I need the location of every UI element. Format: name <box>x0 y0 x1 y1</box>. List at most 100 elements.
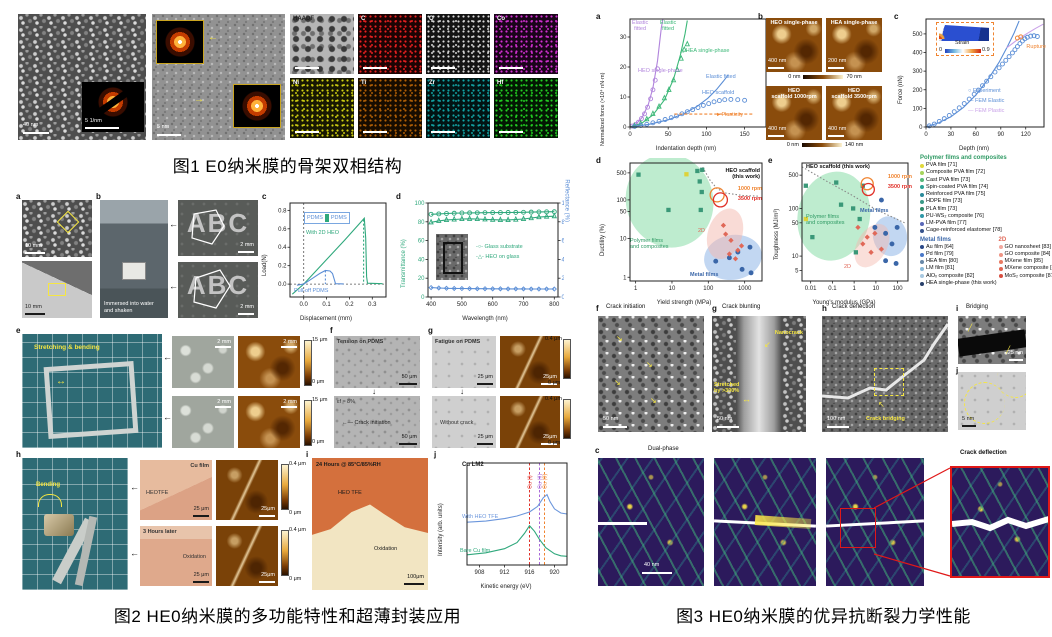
arrow-icon: ← <box>163 412 172 422</box>
fig2a-membrane-photo: 10 mm <box>22 261 92 318</box>
panel-letter-i: i <box>306 450 309 459</box>
legend-item: Spin-coated PVA film [74] <box>920 184 1052 191</box>
eds-map-label: HAADF <box>293 16 314 22</box>
afm-image-label: HEO single-phase <box>770 20 818 26</box>
scale-label: 50 nm <box>603 415 619 422</box>
svg-text:0.4: 0.4 <box>278 245 287 251</box>
scale-bar <box>295 66 319 69</box>
x-axis-label: Young's modulus (GPa) <box>812 300 876 306</box>
rpm3500-label: 3500 rpm <box>737 196 762 202</box>
svg-text:100: 100 <box>701 132 712 138</box>
svg-text:80: 80 <box>418 220 425 226</box>
svg-text:912: 912 <box>499 570 510 576</box>
colorbar <box>281 530 289 576</box>
curve-label-blue: With HEO TFE <box>462 514 499 520</box>
legend-item: PVA film [71] <box>920 162 1052 169</box>
y-axis-label: Ductility (%) <box>600 223 606 256</box>
toughness-plot: 0.01 0.1 1 10 100 5 10 50 100 500 <box>788 162 909 292</box>
x-axis-label: Displacement (mm) <box>299 316 352 322</box>
svg-text:500: 500 <box>912 32 923 38</box>
panel-letter-c: c <box>894 12 899 21</box>
arrow-icon: → <box>194 94 204 105</box>
colorbar <box>801 143 842 148</box>
svg-text:40: 40 <box>418 257 425 263</box>
scaffold-label: HEO scaffold <box>702 90 735 96</box>
eds-map-ti: Ti <box>358 78 422 138</box>
colorbar-min: 0 nm <box>788 74 801 80</box>
x-axis-label: Indentation depth (nm) <box>655 146 717 152</box>
image-caption: 24 Hours @ 85°C/85%RH <box>316 462 381 468</box>
scale-label: 2 mm <box>217 399 231 405</box>
panel-letter-f: f <box>330 326 333 335</box>
scale-label: 2 mm <box>283 399 297 405</box>
legend-header-2d: 2D <box>998 236 1007 243</box>
panel-title-g: Crack blunting <box>722 304 761 310</box>
eds-map-hf: Hf <box>494 78 558 138</box>
x-axis-label: Wavelength (nm) <box>462 316 508 322</box>
colorbar-max: 15 μm <box>312 397 328 403</box>
scale-label: 2 mm <box>240 303 254 310</box>
svg-text:400: 400 <box>426 302 437 308</box>
afm-image: HEO scaffold 3500rpm 400 nm <box>826 86 882 140</box>
fig3b-colorbar2: 0 nm 140 nm <box>766 142 884 148</box>
svg-text:120: 120 <box>1021 132 1032 138</box>
svg-text:10: 10 <box>792 254 799 260</box>
svg-text:Cu (I): Cu (I) <box>528 475 534 489</box>
svg-text:0.6: 0.6 <box>278 227 287 233</box>
panel-letter-a: a <box>596 12 601 21</box>
svg-text:500: 500 <box>457 302 468 308</box>
svg-text:400: 400 <box>912 51 923 57</box>
image-caption: Cu film <box>190 463 209 469</box>
scale-label: 40 nm <box>23 121 39 128</box>
nanocrack-label: Nanocrack <box>774 330 803 336</box>
fig2b-abc-bottom: ABC 2 mm <box>178 262 258 318</box>
curve-label-green: Bare Cu film <box>460 548 491 554</box>
colorbar-max: 0.4 μm <box>545 396 562 402</box>
colorbar-max: 0.4 μm <box>545 336 562 342</box>
eds-map-label: O <box>429 16 434 22</box>
image-caption: Oxidation <box>182 554 206 560</box>
panel-title-i: Bridging <box>966 304 989 310</box>
svg-text:60: 60 <box>973 132 980 138</box>
svg-text:90: 90 <box>997 132 1004 138</box>
scale-bar <box>431 130 455 133</box>
svg-text:20: 20 <box>620 65 627 71</box>
colorbar-max: 70 nm <box>846 74 862 80</box>
legend-item-label: LM film [81] <box>926 265 955 272</box>
dashed-arrow-icon: ↘ <box>646 360 653 369</box>
panel-letter-c: c <box>262 192 267 201</box>
strain-label: Strain <box>955 40 970 46</box>
scale-bar <box>431 66 455 69</box>
colorbar-max: 15 μm <box>312 337 328 343</box>
scale-label: 25μm <box>261 505 275 512</box>
svg-text:30: 30 <box>948 132 955 138</box>
y-axis-label-right: Reflectance (%) <box>564 179 570 222</box>
colorbar <box>803 75 844 80</box>
panel-letter-g: g <box>712 304 717 313</box>
legend-item-label: HEA single-phase (this work) <box>926 279 997 286</box>
scale-label: 25 nm <box>1007 349 1023 356</box>
eds-map-c: C <box>358 14 422 74</box>
legend-fem-elastic: — FEM Elastic <box>968 98 1005 104</box>
svg-text:Cu (0): Cu (0) <box>543 474 549 489</box>
legend-item-label: Reinforced PVA film [75] <box>926 191 986 198</box>
scale-label: 100 nm <box>827 415 846 422</box>
legend-item-label: PLA film [73] <box>926 205 957 212</box>
abc-text: ABC <box>186 270 250 300</box>
legend-item-label: HEA film [80] <box>926 258 958 265</box>
arrow-icon: ← <box>130 482 139 492</box>
down-arrow-icon: ↓ <box>460 387 464 396</box>
fig2a-circuit-photo: 10 mm <box>22 200 92 257</box>
image-caption: Oxidation <box>374 546 398 552</box>
figure3-caption: 图3 HE0纳米膜的优异抗断裂力学性能 <box>676 607 971 626</box>
svg-text:0.3: 0.3 <box>368 302 377 308</box>
afm-image-label: HEO scaffold 3500rpm <box>831 88 877 101</box>
fig2h-afm-top: 25μm <box>216 460 278 520</box>
legend-marker-icon <box>920 245 924 250</box>
legend-marker-icon <box>998 259 1003 264</box>
fig1-eds-maps: HAADF C O Co Ni Ti Zr Hf <box>290 14 558 138</box>
svg-text:10: 10 <box>669 286 676 292</box>
dashed-arrow-icon: ↘ <box>614 378 621 387</box>
svg-text:1: 1 <box>623 275 627 281</box>
legend-item-label: HDPE film [73] <box>926 198 963 205</box>
